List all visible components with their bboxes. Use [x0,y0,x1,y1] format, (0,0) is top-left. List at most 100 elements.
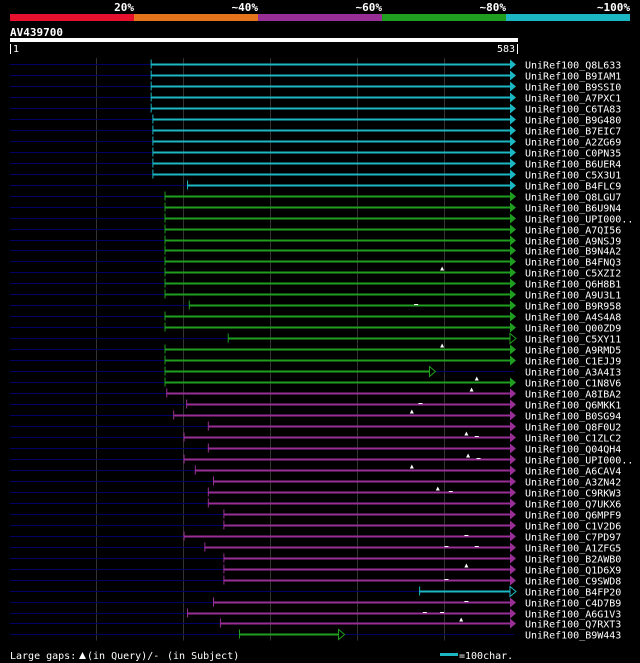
hit-row[interactable]: UniRef100_B9G480 [10,114,621,127]
hit-bar[interactable] [152,118,510,121]
hit-row[interactable]: UniRef100_C7PD97 [10,531,621,544]
hit-label[interactable]: UniRef100_B2AWB0 [525,555,621,566]
hit-row[interactable]: UniRef100_A3ZN42 [10,476,621,489]
hit-label[interactable]: UniRef100_C6TA83 [525,105,621,116]
hit-bar[interactable] [204,546,510,549]
hit-row[interactable]: UniRef100_C1ZLC2 [10,431,621,445]
hit-bar[interactable] [165,195,510,198]
hit-label[interactable]: UniRef100_A9NSJ9 [525,237,621,248]
hit-bar[interactable] [208,447,511,450]
hit-label[interactable]: UniRef100_Q6MPF9 [525,511,621,522]
hit-bar[interactable] [208,425,511,428]
hit-row[interactable]: UniRef100_Q1D6X9 [10,563,621,577]
hit-bar[interactable] [151,107,510,110]
hit-label[interactable]: UniRef100_C9SWD8 [525,577,621,588]
hit-bar[interactable] [220,622,510,625]
hit-label[interactable]: UniRef100_B4FP20 [525,588,621,599]
hit-bar[interactable] [165,217,510,220]
hit-bar[interactable] [187,612,511,615]
hit-label[interactable]: UniRef100_Q7RXT3 [525,620,621,631]
hit-bar[interactable] [165,239,510,242]
hit-row[interactable]: UniRef100_C1V2D6 [10,520,621,533]
hit-bar[interactable] [165,206,510,209]
hit-label[interactable]: UniRef100_C5XZI2 [525,269,621,280]
hit-row[interactable]: UniRef100_C4D7B9 [10,597,621,610]
hit-row[interactable]: UniRef100_Q8LGU7 [10,191,621,204]
hit-row[interactable]: UniRef100_A4S4A8 [10,311,621,324]
hit-bar[interactable] [223,557,510,560]
hit-bar[interactable] [166,392,511,395]
hit-row[interactable]: UniRef100_UPI000.. [10,453,633,467]
hit-label[interactable]: UniRef100_UPI000.. [525,456,633,467]
hit-bar[interactable] [223,579,510,582]
hit-label[interactable]: UniRef100_A3ZN42 [525,478,621,489]
hit-row[interactable]: UniRef100_A7QI56 [10,224,621,237]
hit-label[interactable]: UniRef100_Q00ZD9 [525,324,621,335]
hit-row[interactable]: UniRef100_B6U9N4 [10,202,621,215]
hit-row[interactable]: UniRef100_B9N4A2 [10,245,621,258]
hit-row[interactable]: UniRef100_Q00ZD9 [10,322,621,335]
hit-label[interactable]: UniRef100_Q8L633 [525,61,621,72]
hit-row[interactable]: UniRef100_Q6H8B1 [10,278,621,291]
hit-row[interactable]: UniRef100_Q7UKX6 [10,498,621,511]
hit-row[interactable]: UniRef100_B4FLC9 [10,180,621,193]
hit-label[interactable]: UniRef100_A8IBA2 [525,390,621,401]
hit-bar[interactable] [152,173,510,176]
hit-row[interactable]: UniRef100_A1ZFG5 [10,542,621,555]
hit-bar[interactable] [152,151,510,154]
hit-row[interactable]: UniRef100_A6G1V3 [10,608,621,621]
hit-row[interactable]: UniRef100_B9R958 [10,300,621,313]
hit-bar[interactable] [151,63,510,66]
hit-row[interactable]: UniRef100_C6TA83 [10,103,621,116]
hit-label[interactable]: UniRef100_C4D7B9 [525,599,621,610]
hit-bar[interactable] [213,601,510,604]
hit-label[interactable]: UniRef100_Q6MKK1 [525,401,621,412]
hit-bar[interactable] [165,381,510,384]
hit-row[interactable]: UniRef100_A9NSJ9 [10,235,621,248]
hit-label[interactable]: UniRef100_B6UER4 [525,160,621,171]
hit-row[interactable]: UniRef100_C1EJJ9 [10,355,621,368]
hit-label[interactable]: UniRef100_A2ZG69 [525,138,621,149]
hit-bar[interactable] [189,304,510,307]
hit-label[interactable]: UniRef100_A7PXC1 [525,94,621,105]
hit-bar[interactable] [165,359,510,362]
hit-bar[interactable] [151,74,510,77]
hit-label[interactable]: UniRef100_A6CAV4 [525,467,621,478]
hit-bar[interactable] [223,524,510,527]
hit-bar[interactable] [223,513,510,516]
hit-row[interactable]: UniRef100_C0PN35 [10,147,621,160]
hit-bar[interactable] [165,228,510,231]
hit-bar[interactable] [165,315,510,318]
hit-row[interactable]: UniRef100_B4FP20 [10,585,621,599]
hit-bar[interactable] [165,348,510,351]
hit-label[interactable]: UniRef100_B9N4A2 [525,247,621,258]
hit-row[interactable]: UniRef100_B9W443 [10,628,621,642]
hit-row[interactable]: UniRef100_Q7RXT3 [10,617,621,631]
hit-bar[interactable] [223,568,510,571]
hit-row[interactable]: UniRef100_Q6MKK1 [10,399,621,412]
hit-bar[interactable] [208,491,511,494]
hit-label[interactable]: UniRef100_C7PD97 [525,533,621,544]
hit-row[interactable]: UniRef100_A8IBA2 [10,387,621,401]
hit-row[interactable]: UniRef100_B2AWB0 [10,553,621,566]
hit-label[interactable]: UniRef100_A3A4I3 [525,368,621,379]
hit-label[interactable]: UniRef100_A4S4A8 [525,313,621,324]
hit-label[interactable]: UniRef100_Q1D6X9 [525,566,621,577]
hit-bar[interactable] [187,184,511,187]
hit-row[interactable]: UniRef100_A7PXC1 [10,92,621,105]
hit-row[interactable]: UniRef100_Q8L633 [10,59,621,72]
hit-bar[interactable] [208,502,511,505]
hit-row[interactable]: UniRef100_B9SSI0 [10,81,621,94]
hit-row[interactable]: UniRef100_C5XY11 [10,332,621,346]
hit-bar[interactable] [151,85,510,88]
hit-row[interactable]: UniRef100_B0SG94 [10,409,621,423]
hit-bar[interactable] [165,260,510,263]
hit-bar[interactable] [419,590,510,593]
hit-label[interactable]: UniRef100_B0SG94 [525,412,621,423]
hit-label[interactable]: UniRef100_A9U3L1 [525,291,621,302]
hit-bar[interactable] [165,293,510,296]
hit-row[interactable]: UniRef100_C9SWD8 [10,575,621,588]
hit-label[interactable]: UniRef100_Q7UKX6 [525,500,621,511]
hit-label[interactable]: UniRef100_C9RKW3 [525,489,621,500]
hit-row[interactable]: UniRef100_A9U3L1 [10,289,621,302]
